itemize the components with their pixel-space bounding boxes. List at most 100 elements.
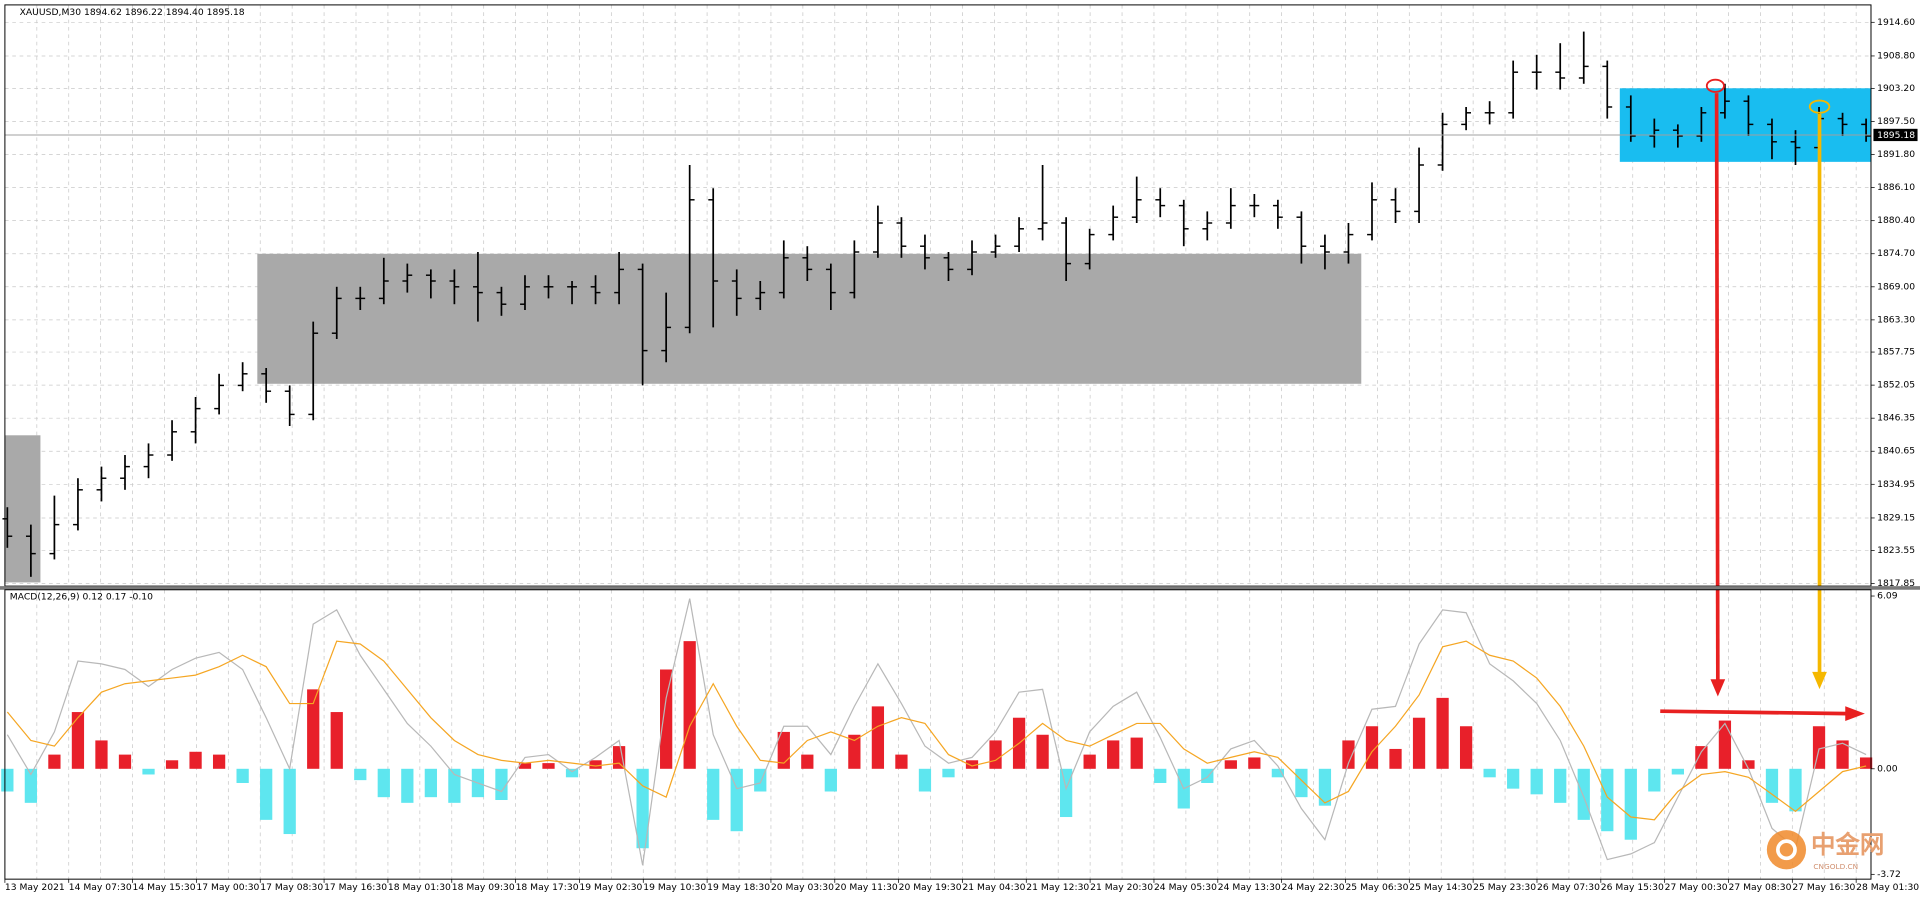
histogram-bar [1859,757,1873,769]
arrow-head [1845,706,1865,721]
y-tick-label: 1846.35 [1877,413,1915,424]
watermark-name: 中金网 [1811,830,1884,859]
histogram-bar [165,760,179,769]
histogram-bar [1083,754,1096,769]
histogram-bar [1059,768,1073,818]
histogram-bar [565,768,579,778]
x-tick-label: 21 May 12:30 [1026,882,1089,893]
histogram-bar [1789,768,1802,812]
histogram-bar [236,768,249,783]
y-tick-label: 1852.05 [1877,380,1915,391]
x-tick-label: 24 May 22:30 [1282,882,1345,893]
x-tick-label: 18 May 09:30 [452,882,515,893]
arrow [1660,709,1848,716]
x-tick-label: 17 May 00:30 [196,882,259,893]
x-tick-label: 28 May 01:30 [1856,882,1919,893]
x-tick-label: 21 May 04:30 [962,882,1025,893]
histogram-bar [377,768,390,798]
x-tick-label: 17 May 16:30 [324,882,387,893]
histogram-bar [1483,768,1496,778]
histogram-bar [1271,768,1285,778]
histogram-bar [1224,760,1237,769]
histogram-bar [824,768,837,792]
macd-line [6,640,1867,821]
range-box [257,253,1362,384]
histogram-bar [424,768,437,798]
y-tick-label: 1891.80 [1877,149,1915,160]
y-tick-label: 1874.70 [1877,248,1915,259]
x-tick-label: 14 May 15:30 [133,882,196,893]
histogram-bar [707,768,720,820]
histogram-bar [330,712,343,769]
histogram-bar [1601,768,1614,832]
histogram-bar [1624,768,1637,840]
histogram-bar [212,754,226,769]
histogram-bar [1507,768,1520,789]
range-box-highlight [1619,88,1871,162]
histogram-bar [683,641,696,769]
y-tick-label: 1823.55 [1877,545,1915,556]
y-tick-label: 0.00 [1877,763,1898,774]
histogram-bar [283,768,296,835]
histogram-bar [636,768,649,849]
histogram-bar [1530,768,1543,795]
y-tick-label: -3.72 [1877,869,1901,880]
histogram-bar [1459,726,1473,769]
y-tick-label: 1880.40 [1877,215,1915,226]
price-panel-frame [4,4,1872,587]
x-tick-label: 19 May 18:30 [707,882,770,893]
histogram-bar [307,689,320,769]
grid [4,4,1871,880]
x-tick-label: 27 May 00:30 [1665,882,1728,893]
histogram-bar [1365,726,1379,769]
x-tick-label: 13 May 2021 [5,882,65,893]
histogram-bar [1436,697,1449,769]
histogram-bar [1248,757,1261,769]
histogram-bar [1836,740,1849,769]
macd-legend: MACD(12,26,9) 0.12 0.17 -0.10 [10,592,153,603]
histogram-bar [71,712,85,769]
histogram-bar [1671,768,1684,775]
x-tick-label: 21 May 20:30 [1090,882,1153,893]
histogram-bar [801,754,814,769]
histogram-bar [1295,768,1308,798]
histogram-bar [354,768,367,781]
histogram-bar [95,740,108,769]
histogram-bar [1742,760,1755,769]
x-tick-label: 19 May 02:30 [579,882,642,893]
histogram-bar [660,669,673,769]
histogram-bar [1577,768,1590,820]
y-tick-label: 1829.15 [1877,512,1915,523]
axes: 1895.18 1914.60 1908.80 1903.20 1897.50 1891.… [4,17,1919,893]
histogram-bar [918,768,932,792]
x-tick-label: 19 May 10:30 [643,882,706,893]
histogram-bar [1389,748,1402,769]
y-tick-label: 1914.60 [1877,17,1915,28]
histogram-bar [448,768,461,803]
watermark-site: CNGOLD.CN [1813,862,1858,871]
y-tick-label: 6.09 [1877,591,1898,602]
y-tick-label: 1840.65 [1877,446,1915,457]
range-box [4,435,41,583]
histogram-bar [942,768,955,778]
peak-circle [1705,78,1725,93]
y-tick-label: 1903.20 [1877,83,1915,94]
histogram-bar [495,768,508,801]
x-tick-label: 24 May 05:30 [1154,882,1217,893]
x-tick-label: 20 May 03:30 [771,882,834,893]
macd-line [6,598,1867,866]
y-tick-label: 1869.00 [1877,281,1915,292]
histogram-bar [401,768,414,803]
histogram-bar [1036,734,1049,769]
y-tick-label: 1886.10 [1877,182,1915,193]
histogram-bar [1130,737,1143,769]
last-price-box [1873,128,1918,142]
histogram-bar [1554,768,1567,803]
histogram-bar [189,751,202,769]
x-tick-label: 27 May 16:30 [1792,882,1855,893]
histogram-bar [965,760,979,769]
histogram-bar [48,754,61,769]
x-tick-label: 18 May 01:30 [388,882,451,893]
arrow-head [1710,679,1726,697]
